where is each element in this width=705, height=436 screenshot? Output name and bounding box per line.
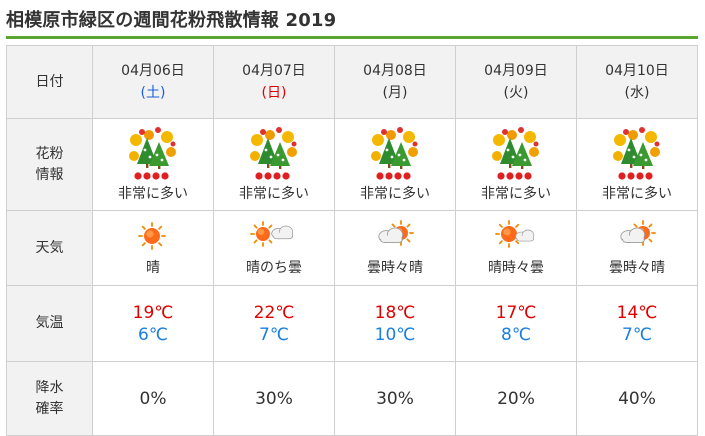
date-text: 04月08日 <box>363 63 427 79</box>
temperature-cell: 14℃ 7℃ <box>576 285 698 362</box>
pollen-very-high-icon <box>127 126 179 182</box>
date-text: 04月09日 <box>484 63 548 79</box>
weather-label: 曇時々晴 <box>609 260 665 276</box>
min-temperature: 8℃ <box>501 324 531 345</box>
weather-cell: 曇時々晴 <box>334 210 456 286</box>
weather-label: 曇時々晴 <box>367 260 423 276</box>
day-of-week: (水) <box>624 85 650 101</box>
weather-cell: 曇時々晴 <box>576 210 698 286</box>
weather-label: 晴のち曇 <box>246 260 302 276</box>
day-of-week: (火) <box>503 85 529 101</box>
date-cell: 04月08日 (月) <box>334 45 456 119</box>
pollen-level-label: 非常に多い <box>118 186 188 202</box>
date-text: 04月10日 <box>605 63 669 79</box>
date-cell: 04月07日 (日) <box>213 45 335 119</box>
pollen-cell: 非常に多い <box>334 118 456 211</box>
date-row: 日付 04月06日 (土) 04月07日 (日) 04月08日 (月) 04月09日 (… <box>6 45 698 119</box>
weather-row: 天気 晴 晴のち曇 曇時々晴 晴時々曇 曇時々晴 <box>6 210 698 286</box>
date-text: 04月07日 <box>242 63 306 79</box>
max-temperature: 17℃ <box>495 302 537 323</box>
precipitation-row: 降水 確率 0% 30% 30% 20% 40% <box>6 361 698 436</box>
precipitation-value: 40% <box>618 388 656 409</box>
max-temperature: 14℃ <box>616 302 658 323</box>
pollen-very-high-icon <box>369 126 421 182</box>
sun-then-cloud-icon <box>249 219 299 251</box>
pollen-level-label: 非常に多い <box>360 186 430 202</box>
temperature-cell: 18℃ 10℃ <box>334 285 456 362</box>
day-of-week: (土) <box>140 85 166 101</box>
max-temperature: 18℃ <box>374 302 416 323</box>
date-cell: 04月10日 (水) <box>576 45 698 119</box>
sunny-icon <box>128 219 178 251</box>
pollen-very-high-icon <box>248 126 300 182</box>
pollen-forecast-table: 日付 04月06日 (土) 04月07日 (日) 04月08日 (月) 04月09日 (… <box>6 45 698 436</box>
pollen-very-high-icon <box>611 126 663 182</box>
temperature-cell: 22℃ 7℃ <box>213 285 335 362</box>
min-temperature: 7℃ <box>622 324 652 345</box>
weather-label: 晴 <box>146 260 160 276</box>
pollen-row-header: 花粉 情報 <box>6 118 93 211</box>
date-text: 04月06日 <box>121 63 185 79</box>
weather-row-header: 天気 <box>6 210 93 286</box>
temperature-row: 気温 19℃ 6℃ 22℃ 7℃ 18℃ 10℃ 17℃ 8℃ 14℃ 7℃ <box>6 285 698 362</box>
day-of-week: (月) <box>382 85 408 101</box>
weather-label: 晴時々曇 <box>488 260 544 276</box>
precipitation-cell: 30% <box>213 361 335 436</box>
precipitation-cell: 30% <box>334 361 456 436</box>
precipitation-cell: 0% <box>92 361 214 436</box>
min-temperature: 6℃ <box>138 324 168 345</box>
temperature-row-header: 気温 <box>6 285 93 362</box>
temperature-cell: 19℃ 6℃ <box>92 285 214 362</box>
min-temperature: 10℃ <box>374 324 416 345</box>
pollen-cell: 非常に多い <box>455 118 577 211</box>
day-of-week: (日) <box>261 85 287 101</box>
pollen-cell: 非常に多い <box>92 118 214 211</box>
min-temperature: 7℃ <box>259 324 289 345</box>
weather-cell: 晴のち曇 <box>213 210 335 286</box>
precipitation-value: 30% <box>255 388 293 409</box>
precipitation-value: 0% <box>139 388 167 409</box>
precipitation-value: 20% <box>497 388 535 409</box>
sun-sometimes-cloud-icon <box>491 219 541 251</box>
title-divider <box>6 36 698 39</box>
temperature-cell: 17℃ 8℃ <box>455 285 577 362</box>
page-title: 相模原市緑区の週間花粉飛散情報 2019 <box>6 10 337 31</box>
cloud-sometimes-sun-icon <box>612 219 662 251</box>
pollen-level-label: 非常に多い <box>602 186 672 202</box>
date-cell: 04月06日 (土) <box>92 45 214 119</box>
pollen-level-label: 非常に多い <box>481 186 551 202</box>
weather-cell: 晴 <box>92 210 214 286</box>
pollen-cell: 非常に多い <box>213 118 335 211</box>
pollen-row: 花粉 情報 非常に多い 非常に多い <box>6 118 698 211</box>
precipitation-row-header: 降水 確率 <box>6 361 93 436</box>
date-cell: 04月09日 (火) <box>455 45 577 119</box>
precipitation-cell: 20% <box>455 361 577 436</box>
pollen-very-high-icon <box>490 126 542 182</box>
max-temperature: 22℃ <box>253 302 295 323</box>
pollen-level-label: 非常に多い <box>239 186 309 202</box>
date-row-header: 日付 <box>6 45 93 119</box>
cloud-sometimes-sun-icon <box>370 219 420 251</box>
weather-cell: 晴時々曇 <box>455 210 577 286</box>
max-temperature: 19℃ <box>132 302 174 323</box>
pollen-cell: 非常に多い <box>576 118 698 211</box>
precipitation-value: 30% <box>376 388 414 409</box>
precipitation-cell: 40% <box>576 361 698 436</box>
